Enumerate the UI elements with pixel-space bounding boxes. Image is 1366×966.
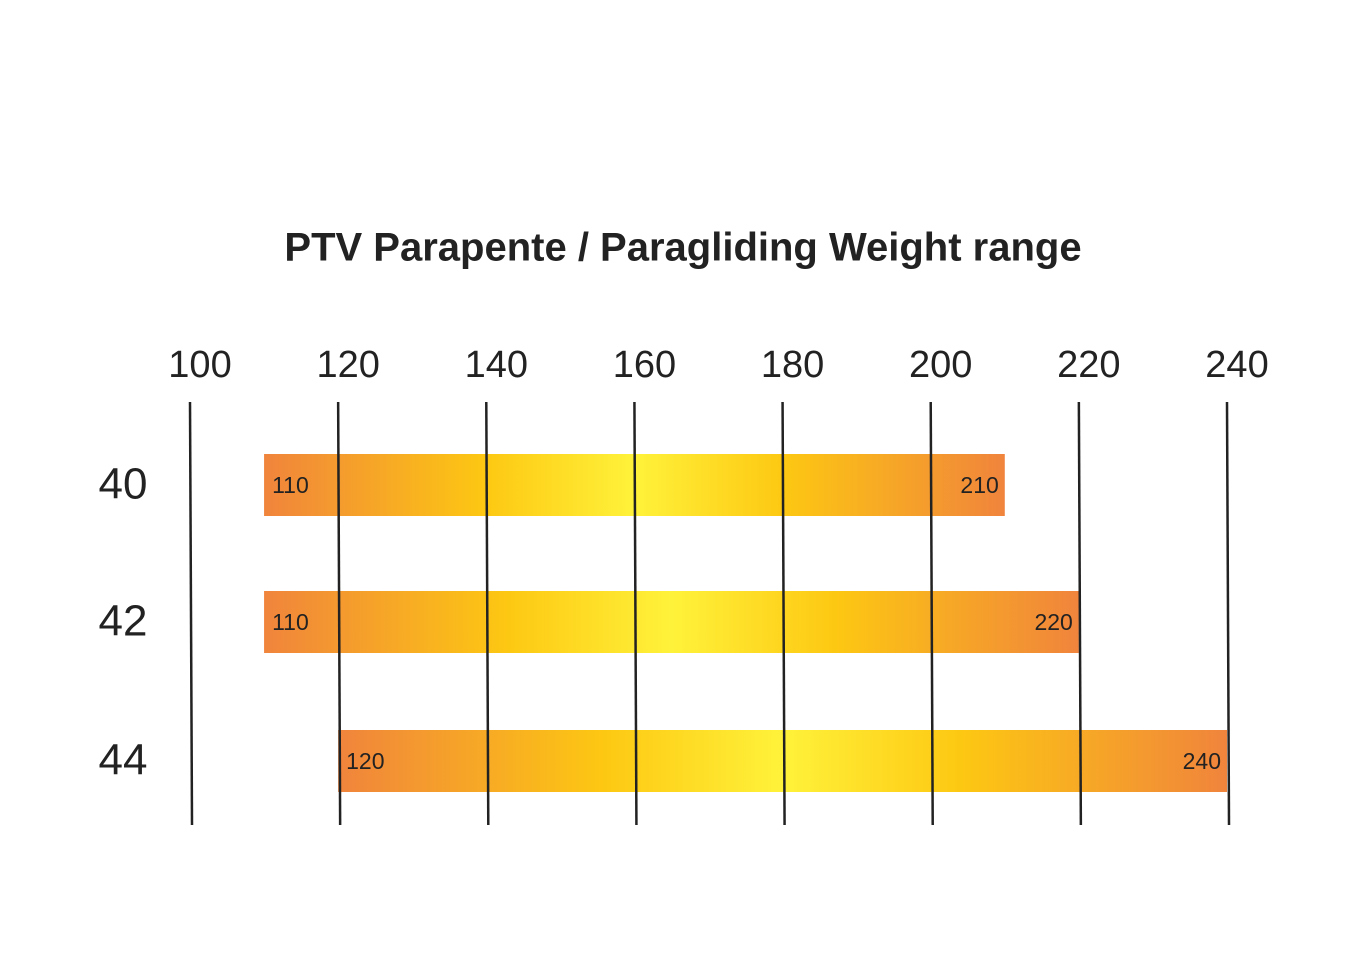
x-tick-label: 200: [909, 344, 972, 386]
x-tick-label: 220: [1057, 344, 1120, 386]
x-tick-label: 240: [1205, 344, 1268, 386]
category-label: 40: [99, 460, 148, 509]
grid-line: [188, 401, 194, 826]
grid-line: [1077, 401, 1083, 826]
grid-line: [485, 401, 490, 826]
x-tick-label: 120: [316, 344, 379, 386]
low-label: 110: [272, 472, 309, 498]
category-label: 44: [99, 736, 148, 785]
grid-line: [1225, 401, 1231, 826]
chart-title: PTV Parapente / Paragliding Weight range: [284, 226, 1081, 270]
x-tick-label: 180: [761, 344, 824, 386]
grid-line: [336, 401, 342, 826]
x-tick-label: 140: [465, 344, 528, 386]
high-label: 210: [960, 472, 998, 498]
grid-line: [633, 401, 638, 826]
grid-line: [781, 401, 786, 826]
category-label: 42: [99, 597, 148, 646]
low-label: 120: [346, 748, 384, 774]
range-bar: [264, 591, 1079, 653]
grid-line: [929, 401, 934, 826]
high-label: 220: [1034, 609, 1072, 635]
low-label: 110: [272, 609, 309, 635]
high-label: 240: [1183, 748, 1221, 774]
x-tick-label: 100: [168, 344, 231, 386]
range-bar: [338, 730, 1228, 792]
x-tick-label: 160: [613, 344, 676, 386]
